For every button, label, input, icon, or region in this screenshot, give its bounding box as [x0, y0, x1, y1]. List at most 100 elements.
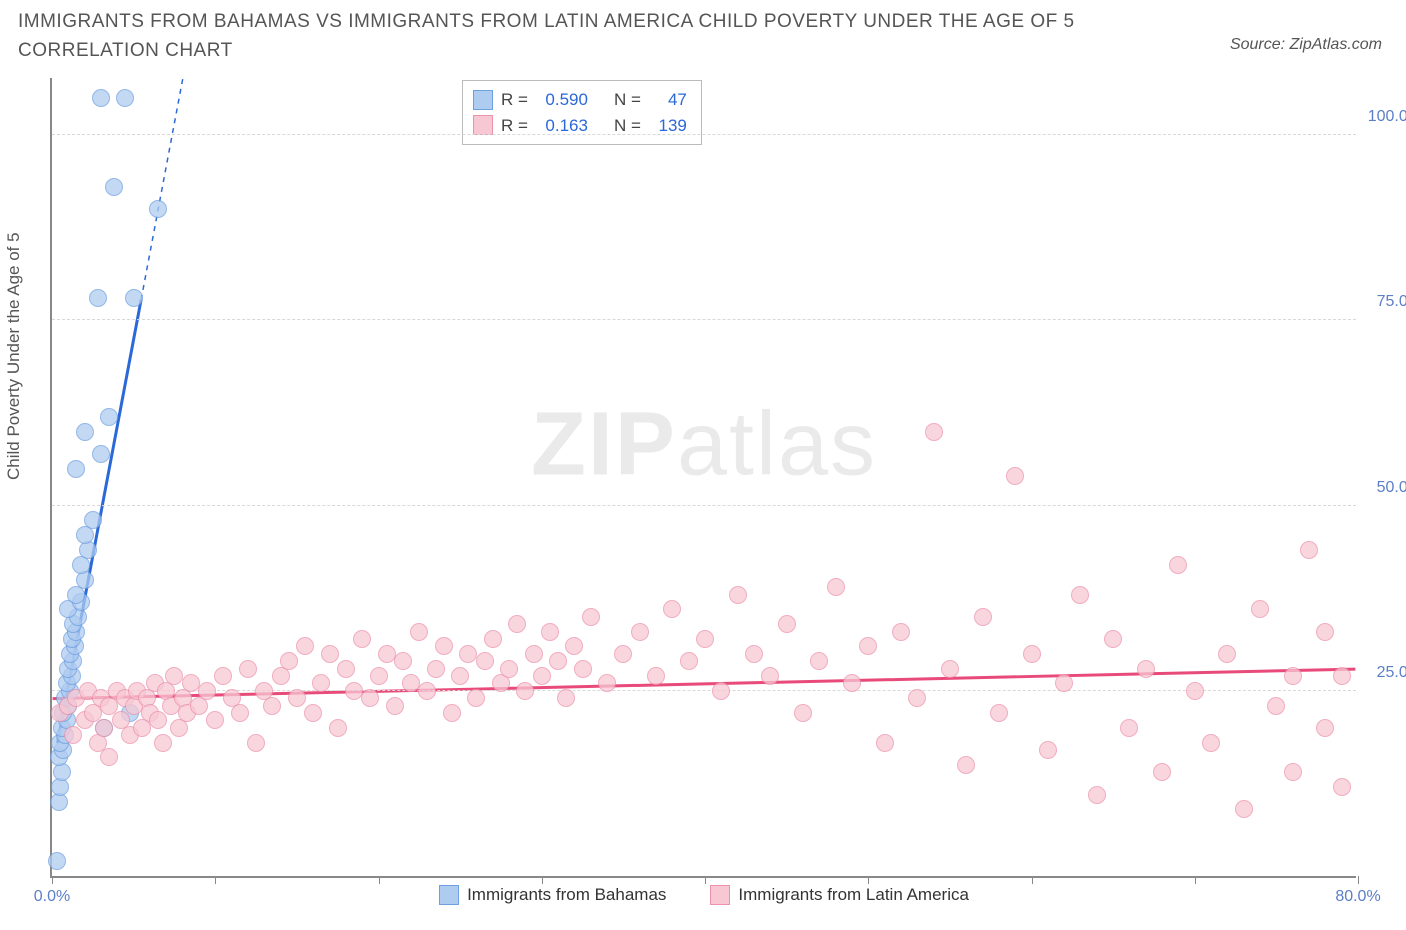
data-point	[1333, 667, 1351, 685]
n-label: N =	[614, 87, 641, 113]
data-point	[231, 704, 249, 722]
data-point	[843, 674, 861, 692]
bottom-legend-item: Immigrants from Latin America	[710, 885, 969, 905]
data-point	[1251, 600, 1269, 618]
n-value: 47	[649, 87, 687, 113]
data-point	[1055, 674, 1073, 692]
data-point	[1071, 586, 1089, 604]
bottom-legend-item: Immigrants from Bahamas	[439, 885, 666, 905]
data-point	[386, 697, 404, 715]
data-point	[304, 704, 322, 722]
data-point	[1284, 763, 1302, 781]
data-point	[1316, 719, 1334, 737]
data-point	[410, 623, 428, 641]
x-tick-label: 80.0%	[1335, 888, 1380, 906]
data-point	[361, 689, 379, 707]
data-point	[149, 200, 167, 218]
watermark: ZIPatlas	[531, 394, 877, 497]
data-point	[1202, 734, 1220, 752]
data-point	[105, 178, 123, 196]
x-tick	[1032, 876, 1033, 884]
data-point	[582, 608, 600, 626]
data-point	[370, 667, 388, 685]
data-point	[345, 682, 363, 700]
data-point	[353, 630, 371, 648]
data-point	[794, 704, 812, 722]
data-point	[418, 682, 436, 700]
data-point	[165, 667, 183, 685]
legend-swatch	[473, 90, 493, 110]
data-point	[214, 667, 232, 685]
data-point	[957, 756, 975, 774]
data-point	[1300, 541, 1318, 559]
y-axis-label: Child Poverty Under the Age of 5	[4, 232, 24, 480]
data-point	[941, 660, 959, 678]
data-point	[508, 615, 526, 633]
data-point	[67, 460, 85, 478]
data-point	[925, 423, 943, 441]
data-point	[312, 674, 330, 692]
legend-swatch	[710, 885, 730, 905]
x-tick	[868, 876, 869, 884]
data-point	[598, 674, 616, 692]
data-point	[549, 652, 567, 670]
data-point	[1039, 741, 1057, 759]
data-point	[1235, 800, 1253, 818]
r-value: 0.590	[536, 87, 588, 113]
data-point	[810, 652, 828, 670]
data-point	[631, 623, 649, 641]
data-point	[100, 408, 118, 426]
data-point	[892, 623, 910, 641]
data-point	[541, 623, 559, 641]
data-point	[647, 667, 665, 685]
data-point	[778, 615, 796, 633]
data-point	[451, 667, 469, 685]
data-point	[557, 689, 575, 707]
gridline	[52, 505, 1356, 506]
data-point	[247, 734, 265, 752]
data-point	[500, 660, 518, 678]
data-point	[476, 652, 494, 670]
legend-label: Immigrants from Bahamas	[467, 885, 666, 905]
data-point	[459, 645, 477, 663]
legend-row: R = 0.590 N = 47	[473, 87, 687, 113]
watermark-bold: ZIP	[531, 395, 677, 495]
plot-area: ZIPatlas R =0.590N =47R =0.163N =139 Imm…	[50, 78, 1356, 878]
legend-swatch	[473, 115, 493, 135]
chart-title: IMMIGRANTS FROM BAHAMAS VS IMMIGRANTS FR…	[18, 8, 1118, 65]
data-point	[329, 719, 347, 737]
trend-lines	[52, 78, 1356, 876]
x-tick	[52, 876, 53, 884]
data-point	[1137, 660, 1155, 678]
data-point	[394, 652, 412, 670]
x-tick	[215, 876, 216, 884]
data-point	[974, 608, 992, 626]
r-label: R =	[501, 87, 528, 113]
data-point	[574, 660, 592, 678]
data-point	[614, 645, 632, 663]
data-point	[533, 667, 551, 685]
data-point	[182, 674, 200, 692]
data-point	[1088, 786, 1106, 804]
data-point	[263, 697, 281, 715]
data-point	[435, 637, 453, 655]
data-point	[95, 719, 113, 737]
data-point	[239, 660, 257, 678]
x-tick	[379, 876, 380, 884]
data-point	[116, 89, 134, 107]
data-point	[296, 637, 314, 655]
x-tick	[1195, 876, 1196, 884]
chart-source: Source: ZipAtlas.com	[1230, 36, 1382, 54]
data-point	[125, 289, 143, 307]
data-point	[1333, 778, 1351, 796]
data-point	[1104, 630, 1122, 648]
data-point	[827, 578, 845, 596]
data-point	[1120, 719, 1138, 737]
data-point	[48, 852, 66, 870]
data-point	[761, 667, 779, 685]
data-point	[321, 645, 339, 663]
data-point	[92, 445, 110, 463]
data-point	[990, 704, 1008, 722]
data-point	[876, 734, 894, 752]
data-point	[206, 711, 224, 729]
